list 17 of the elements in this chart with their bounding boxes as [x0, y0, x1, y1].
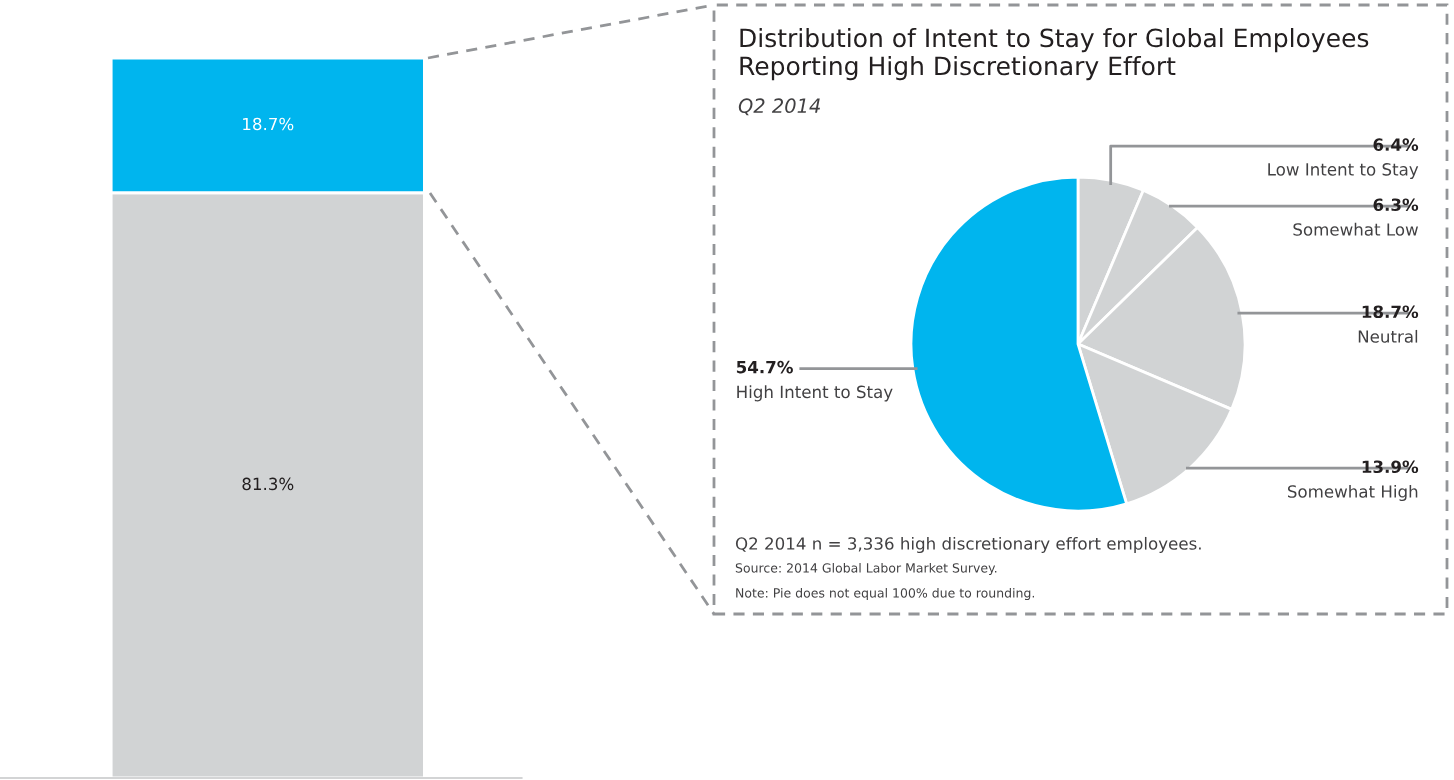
data-label: 18.7% — [1362, 305, 1419, 319]
slice-label: High Intent to Stay — [737, 385, 893, 402]
chart-title: Distribution of Intent to Stay for Global Employees Reporting High Discretionary Effort — [740, 28, 1369, 81]
slice-label: Neutral — [1358, 329, 1418, 343]
slice-label: Somewhat High — [1287, 484, 1418, 502]
slice-label: Low Intent to Stay — [1268, 163, 1419, 179]
source-note: Source: 2014 Global Labor Market Survey. — [735, 562, 997, 576]
data-label: 81.3% — [242, 477, 294, 491]
data-label: 6.4% — [1373, 138, 1419, 151]
data-label: 18.7% — [243, 117, 294, 131]
text: Q2 2014 n = 3,336 high discretionary effort employees. — [735, 536, 1201, 554]
data-label: 13.9% — [1362, 460, 1419, 474]
chart-subtitle: Q2 2014 — [738, 98, 820, 116]
slice-label: Somewhat Low — [1293, 222, 1418, 236]
text: Note: Pie does not equal 100% due to rounding. — [736, 587, 1035, 601]
data-label: 54.7% — [736, 360, 793, 374]
data-label: 6.3% — [1373, 198, 1419, 212]
